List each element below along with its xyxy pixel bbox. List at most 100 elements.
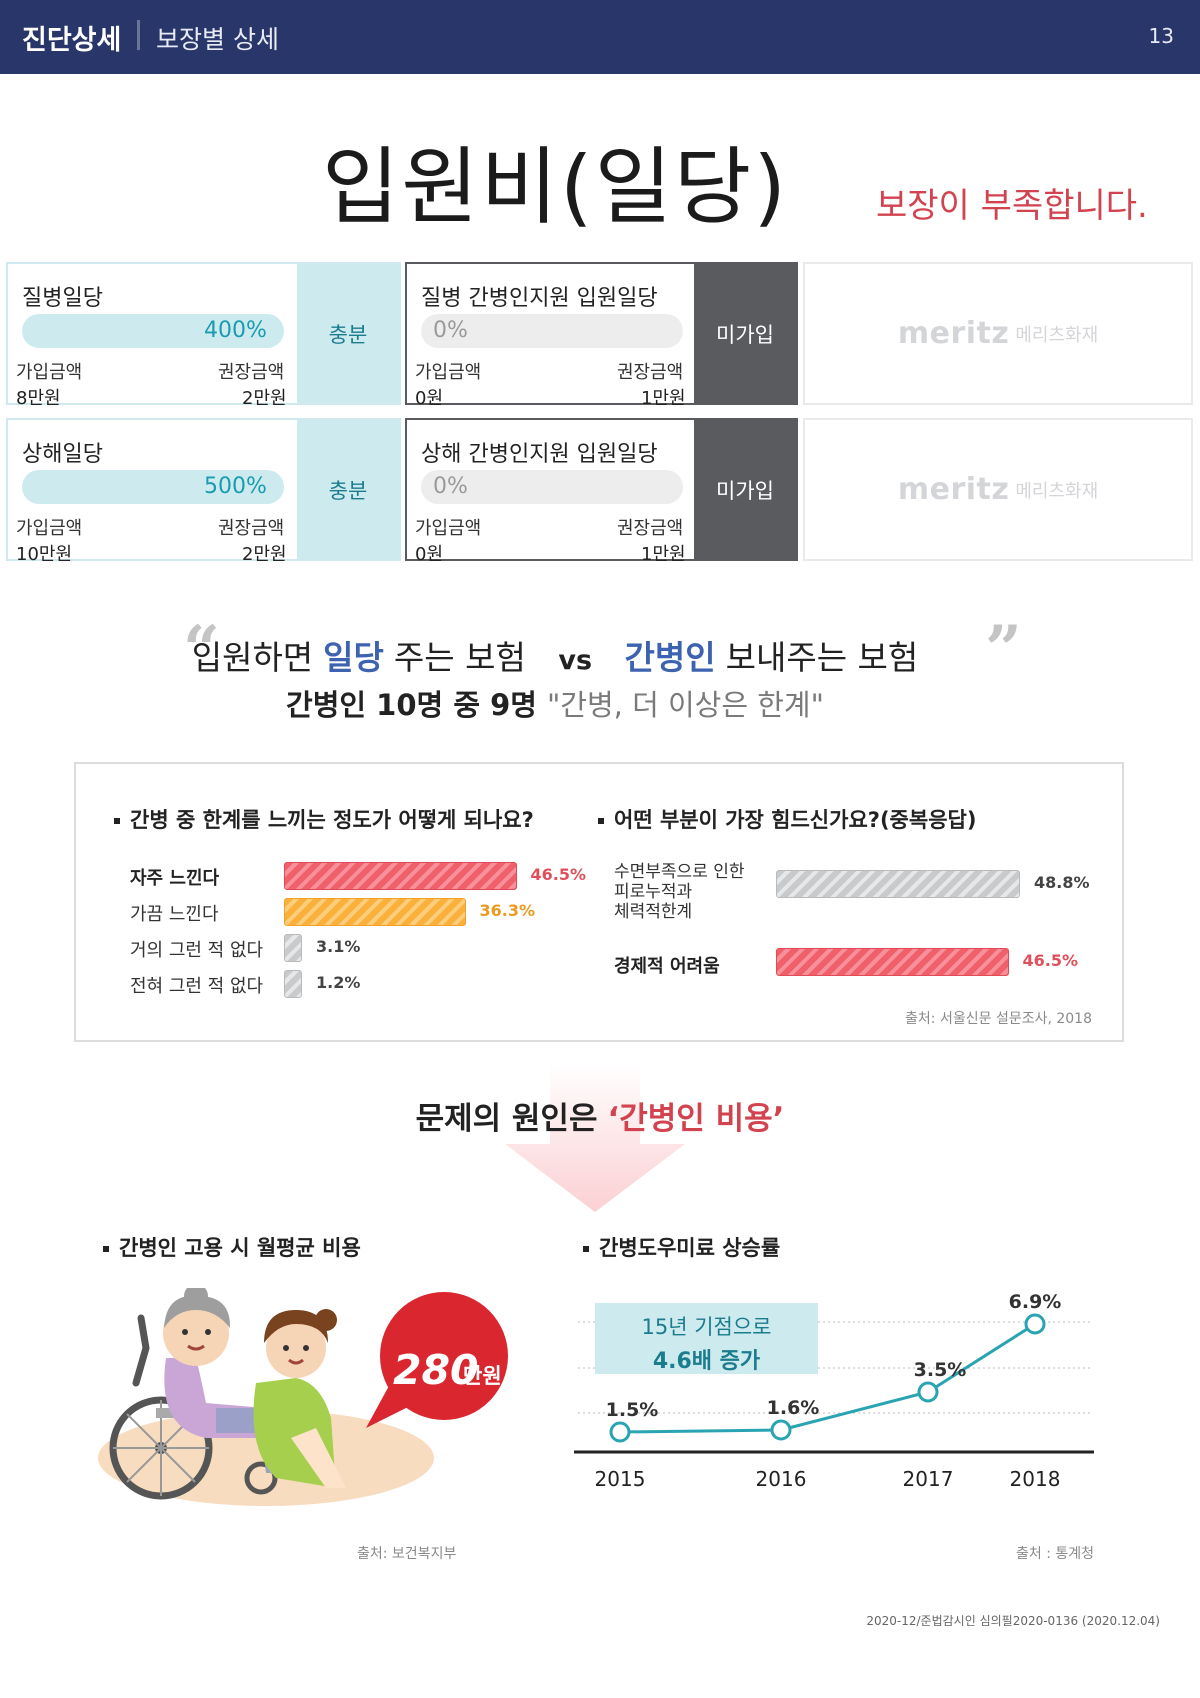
page-number: 13: [1148, 24, 1174, 48]
q1-bar-never: [284, 970, 302, 998]
logo-name: 메리츠화재: [1015, 324, 1099, 346]
recommended-amount: 2만원: [242, 544, 287, 565]
logo-name: 메리츠화재: [1015, 480, 1099, 502]
enrolled-amount: 0원: [415, 544, 444, 565]
stat-highlight: 간병인 10명 중 9명: [286, 688, 537, 722]
q1-value: 46.5%: [530, 865, 587, 884]
q2-value: 46.5%: [1022, 951, 1079, 970]
cause-highlight: ‘간병인 비용’: [607, 1101, 785, 1137]
data-label: 1.5%: [606, 1399, 659, 1421]
recommended-amount: 1만원: [641, 544, 686, 565]
cost-amount: 280: [393, 1346, 479, 1394]
survey-panel: 간병 중 한계를 느끼는 정도가 어떻게 되나요? 어떤 부분이 가장 힘드신가…: [74, 762, 1124, 1042]
coverage-name: 질병일당: [22, 286, 103, 311]
data-point: [1024, 1313, 1046, 1335]
logo-brand: meritz: [897, 472, 1010, 507]
q1-bar-rarely: [284, 934, 302, 962]
coverage-card-injury-daily[interactable]: 상해일당 500% 가입금액 권장금액 10만원 2만원 충분: [6, 418, 401, 565]
enrolled-amount: 10만원: [16, 544, 73, 565]
coverage-name: 상해 간병인지원 입원일당: [421, 442, 658, 467]
comparison-vs: vs: [558, 645, 593, 676]
comparison-left-pre: 입원하면: [191, 638, 314, 677]
coverage-card-illness-caregiver[interactable]: 질병 간병인지원 입원일당 0% 가입금액 권장금액 0원 1만원 미가입: [405, 262, 798, 409]
recommended-label: 권장금액: [218, 518, 285, 539]
header-bar: 진단상세 보장별 상세 13: [0, 0, 1200, 74]
coverage-status-note: 보장이 부족합니다.: [876, 186, 1148, 226]
coverage-progress-bar: [421, 314, 683, 348]
recommended-label: 권장금액: [218, 362, 285, 383]
stat-quote: "간병, 더 이상은 한계": [546, 688, 824, 722]
q1-item-label: 전혀 그런 적 없다: [130, 976, 264, 997]
speech-bubble: [366, 1292, 508, 1428]
coverage-percent: 0%: [433, 318, 468, 343]
q2-item-label: 경제적 어려움: [614, 956, 720, 977]
page-title: 입원비(일당): [322, 138, 788, 236]
fee-growth-chart: 1.5% 2015 1.6% 2016 3.5% 2017 6.9% 2018: [574, 1291, 1094, 1491]
section-title: 진단상세: [22, 25, 122, 56]
coverage-percent: 500%: [204, 474, 267, 499]
coverage-status-badge: 미가입: [694, 264, 796, 403]
recommended-amount: 2만원: [242, 388, 287, 409]
comparison-right-highlight: 간병인: [624, 638, 716, 677]
annotation-line-2: 4.6배 증가: [652, 1349, 761, 1374]
cause-headline: 문제의 원인은 ‘간병인 비용’: [0, 1093, 1200, 1138]
cost-source: 출처: 보건복지부: [357, 1546, 457, 1562]
coverage-card-illness-daily[interactable]: 질병일당 400% 가입금액 권장금액 8만원 2만원 충분: [6, 262, 401, 409]
cost-unit: 만원: [463, 1364, 502, 1388]
coverage-percent: 0%: [433, 474, 468, 499]
q2-item-label: 수면부족으로 인한 피로누적과 체력적한계: [614, 862, 745, 922]
recommended-label: 권장금액: [617, 362, 684, 383]
q1-bar-sometimes: [284, 898, 466, 926]
growth-annotation: 15년 기점으로 4.6배 증가: [595, 1303, 818, 1374]
open-quote-icon: “: [183, 612, 220, 687]
coverage-name: 질병 간병인지원 입원일당: [421, 286, 658, 311]
comparison-left-post: 주는 보험: [393, 638, 526, 677]
survey-question-2: 어떤 부분이 가장 힘드신가요?(중복응답): [598, 804, 976, 834]
chart-title: 간병도우미료 상승률: [583, 1232, 780, 1262]
q1-value: 36.3%: [479, 901, 536, 920]
enrolled-amount: 8만원: [16, 388, 61, 409]
data-point: [917, 1381, 939, 1403]
enrolled-amount: 0원: [415, 388, 444, 409]
cost-title: 간병인 고용 시 월평균 비용: [103, 1232, 361, 1262]
q2-value: 48.8%: [1034, 873, 1090, 892]
down-arrow-icon: [505, 1062, 685, 1212]
comparison-left-highlight: 일당: [323, 638, 384, 677]
x-tick-label: 2017: [903, 1467, 954, 1491]
coverage-percent: 400%: [204, 318, 267, 343]
x-tick-label: 2018: [1010, 1467, 1061, 1491]
coverage-card-injury-caregiver[interactable]: 상해 간병인지원 입원일당 0% 가입금액 권장금액 0원 1만원 미가입: [405, 418, 798, 565]
q1-item-label: 가끔 느낀다: [130, 904, 219, 925]
data-point: [609, 1421, 631, 1443]
caregiver-illustration: [98, 1288, 434, 1506]
coverage-progress-bar: [22, 470, 284, 504]
recommended-amount: 1만원: [641, 388, 686, 409]
survey-source: 출처: 서울신문 설문조사, 2018: [905, 1011, 1092, 1027]
x-tick-label: 2016: [756, 1467, 807, 1491]
q1-value: 1.2%: [316, 973, 361, 992]
annotation-line-1: 15년 기점으로: [641, 1315, 772, 1339]
q1-bar-often: [284, 862, 517, 890]
q2-bar-financial: [776, 948, 1009, 976]
q1-item-label: 자주 느낀다: [130, 868, 220, 889]
comparison-subline: 간병인 10명 중 9명 "간병, 더 이상은 한계": [0, 682, 1110, 724]
insurer-logo: meritz 메리츠화재: [803, 418, 1193, 561]
recommended-label: 권장금액: [617, 518, 684, 539]
comparison-right-post: 보내주는 보험: [725, 638, 919, 677]
enrolled-label: 가입금액: [415, 362, 482, 383]
header-divider: [137, 20, 140, 50]
enrolled-label: 가입금액: [16, 518, 83, 539]
coverage-status-badge: 충분: [297, 264, 399, 403]
enrolled-label: 가입금액: [16, 362, 83, 383]
cause-prefix: 문제의 원인은: [415, 1101, 598, 1137]
coverage-progress-bar: [421, 470, 683, 504]
subsection-title: 보장별 상세: [156, 25, 279, 54]
series-line: [619, 1322, 1036, 1434]
data-label: 1.6%: [767, 1397, 820, 1419]
comparison-headline: 입원하면 일당 주는 보험 vs 간병인 보내주는 보험: [0, 631, 1110, 679]
data-label: 6.9%: [1009, 1291, 1062, 1313]
data-label: 3.5%: [914, 1359, 967, 1381]
q1-value: 3.1%: [316, 937, 361, 956]
coverage-name: 상해일당: [22, 442, 103, 467]
coverage-progress-bar: [22, 314, 284, 348]
